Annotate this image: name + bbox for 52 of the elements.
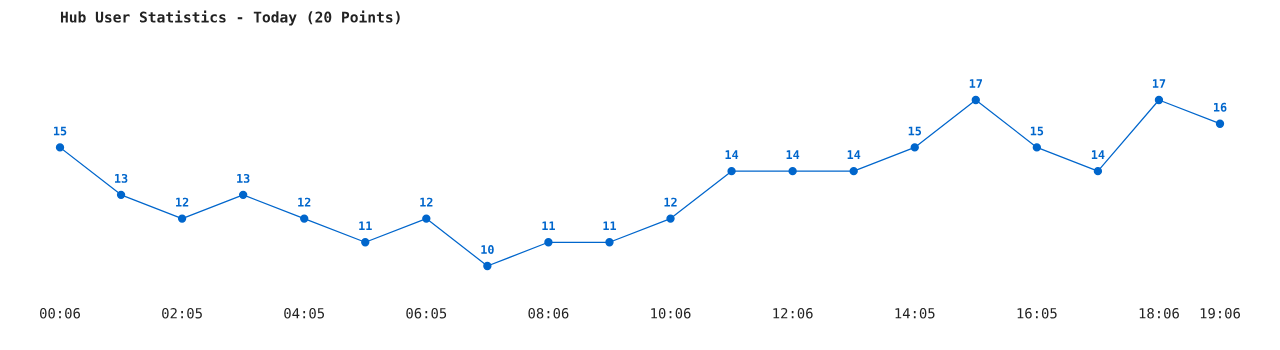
point (788, 166, 797, 176)
point (727, 166, 736, 176)
data-label: 12 (420, 197, 433, 207)
point (1215, 119, 1225, 128)
x-tick-label: 10:06 (651, 307, 691, 319)
point (55, 143, 65, 152)
data-label: 16 (1213, 102, 1227, 112)
data-label: 14 (847, 150, 861, 159)
point (361, 238, 370, 247)
x-tick-label: 19:06 (1200, 307, 1240, 319)
data-label: 14 (1091, 150, 1105, 159)
data-label: 11 (603, 221, 617, 231)
x-tick-label: 14:05 (895, 307, 935, 319)
data-label: 11 (359, 221, 372, 231)
point (544, 238, 553, 247)
data-label: 12 (664, 197, 677, 207)
point (1032, 143, 1042, 152)
chart-title: Hub User Statistics - Today (20 Points) (60, 10, 400, 26)
point (238, 190, 248, 200)
x-tick-label: 06:05 (406, 307, 447, 319)
data-label: 13 (237, 173, 250, 183)
point (1093, 166, 1103, 176)
point (422, 214, 431, 223)
x-tick-label: 08:06 (528, 307, 569, 319)
x-tick-label: 00:06 (40, 307, 80, 319)
data-label: 17 (969, 79, 983, 88)
data-label: 14 (725, 150, 739, 159)
data-label: 12 (298, 197, 311, 207)
point (910, 143, 919, 152)
x-tick-label: 18:06 (1139, 307, 1179, 319)
data-label: 15 (53, 126, 67, 136)
x-tick-label: 16:05 (1017, 307, 1057, 319)
point (666, 214, 675, 223)
data-label: 11 (542, 221, 555, 231)
point (177, 214, 187, 223)
point (116, 190, 126, 200)
point (483, 261, 492, 271)
data-label: 10 (481, 245, 494, 254)
x-tick-label: 02:05 (162, 307, 202, 319)
data-label: 15 (908, 126, 922, 136)
data-label: 17 (1152, 79, 1166, 88)
x-tick-label: 04:05 (284, 307, 324, 319)
point (605, 238, 614, 247)
point (849, 166, 858, 176)
data-label: 15 (1030, 126, 1044, 136)
point (971, 95, 980, 105)
x-tick-label: 12:06 (773, 307, 813, 319)
point (300, 214, 309, 223)
point (1154, 95, 1164, 105)
data-label: 14 (786, 150, 800, 159)
data-label: 12 (176, 197, 189, 207)
data-label: 13 (115, 173, 128, 183)
